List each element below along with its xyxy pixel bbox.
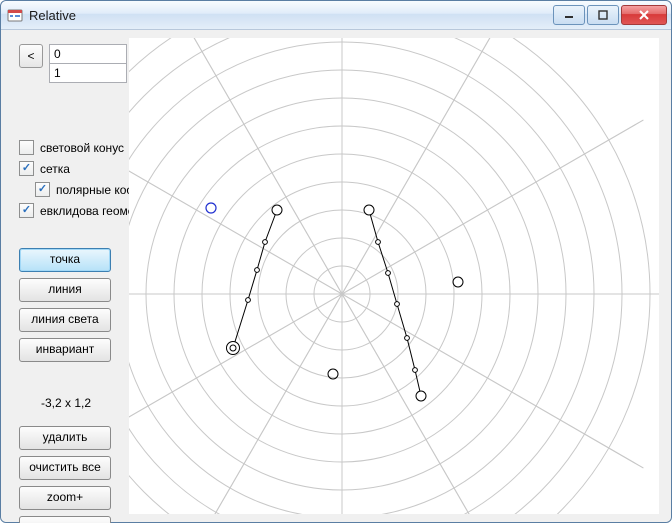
checkbox-icon — [19, 203, 34, 218]
maximize-button[interactable] — [587, 5, 619, 25]
coord-y-input[interactable] — [49, 64, 127, 83]
clear-all-button[interactable]: очистить все — [19, 456, 111, 480]
minimize-button[interactable] — [553, 5, 585, 25]
prev-button[interactable]: < — [19, 44, 43, 68]
zoom-in-button[interactable]: zoom+ — [19, 486, 111, 510]
checkbox-icon — [19, 140, 34, 155]
coord-readout: -3,2 x 1,2 — [41, 396, 91, 410]
checkbox-label: сетка — [40, 162, 70, 176]
checkbox-icon — [19, 161, 34, 176]
app-window: Relative < > световой конус — [0, 0, 672, 523]
tool-point-button[interactable]: точка — [19, 248, 111, 272]
tool-line-button[interactable]: линия — [19, 278, 111, 302]
zoom-out-button[interactable]: zoom- — [19, 516, 111, 523]
title-bar[interactable]: Relative — [1, 1, 671, 30]
chevron-left-icon: < — [27, 49, 34, 63]
checkbox-icon — [35, 182, 50, 197]
client-area: < > световой конус сетка полярные коорди… — [1, 30, 671, 522]
coord-x-input[interactable] — [49, 44, 127, 64]
window-title: Relative — [29, 8, 553, 23]
plot-svg — [129, 38, 659, 514]
close-button[interactable] — [621, 5, 667, 25]
tool-buttons: точка линия линия света инвариант — [19, 248, 111, 362]
tool-invariant-button[interactable]: инвариант — [19, 338, 111, 362]
app-icon — [7, 7, 23, 23]
window-buttons — [553, 5, 667, 25]
plot-canvas[interactable] — [129, 38, 659, 514]
checkbox-label: световой конус — [40, 141, 124, 155]
delete-button[interactable]: удалить — [19, 426, 111, 450]
edit-buttons: удалить очистить все zoom+ zoom- — [19, 426, 111, 523]
tool-light-line-button[interactable]: линия света — [19, 308, 111, 332]
